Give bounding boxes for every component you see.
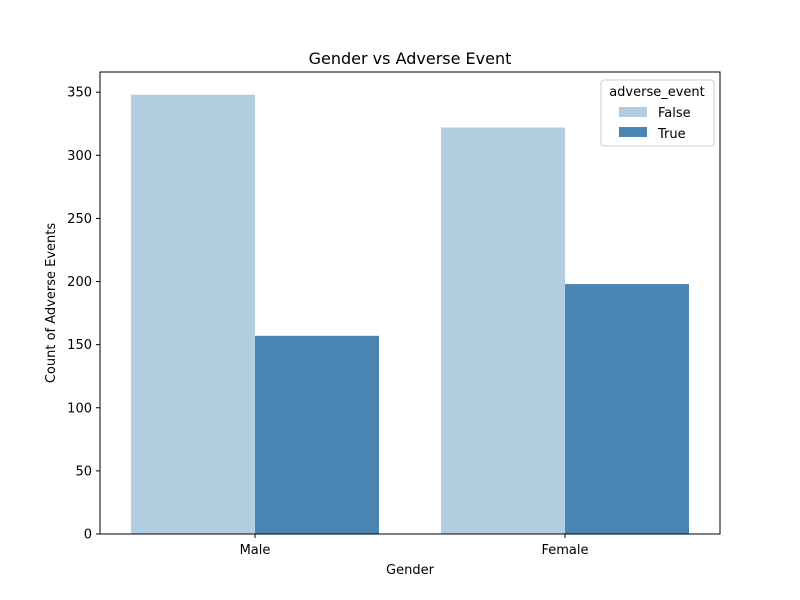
- bar-male-true: [255, 335, 379, 534]
- y-tick-label: 0: [84, 528, 92, 543]
- y-tick-label: 50: [75, 464, 92, 479]
- legend-label-false: False: [658, 106, 691, 121]
- y-tick-label: 150: [67, 338, 92, 353]
- x-axis: Male Female: [240, 534, 589, 558]
- plot-frame: [99, 71, 721, 535]
- x-tick-label: Female: [541, 543, 588, 558]
- y-tick-label: 200: [67, 275, 92, 290]
- legend-label-true: True: [657, 127, 686, 142]
- y-tick-label: 300: [67, 149, 92, 164]
- y-tick-label: 350: [67, 86, 92, 101]
- bar-female-false: [441, 127, 565, 534]
- chart-title: Gender vs Adverse Event: [309, 49, 512, 68]
- legend-swatch-false: [619, 107, 647, 117]
- bar-male-false: [131, 94, 255, 534]
- legend-swatch-true: [619, 127, 647, 137]
- y-axis: 0 50 100 150 200 250 300 350: [67, 86, 100, 543]
- y-tick-label: 100: [67, 401, 92, 416]
- y-axis-title: Count of Adverse Events: [44, 223, 59, 383]
- bars-layer: [131, 94, 689, 534]
- legend: adverse_event False True: [600, 79, 715, 147]
- x-axis-title: Gender: [386, 563, 435, 578]
- legend-title: adverse_event: [609, 85, 705, 100]
- bar-female-true: [565, 284, 689, 534]
- x-tick-label: Male: [240, 543, 271, 558]
- y-tick-label: 250: [67, 212, 92, 227]
